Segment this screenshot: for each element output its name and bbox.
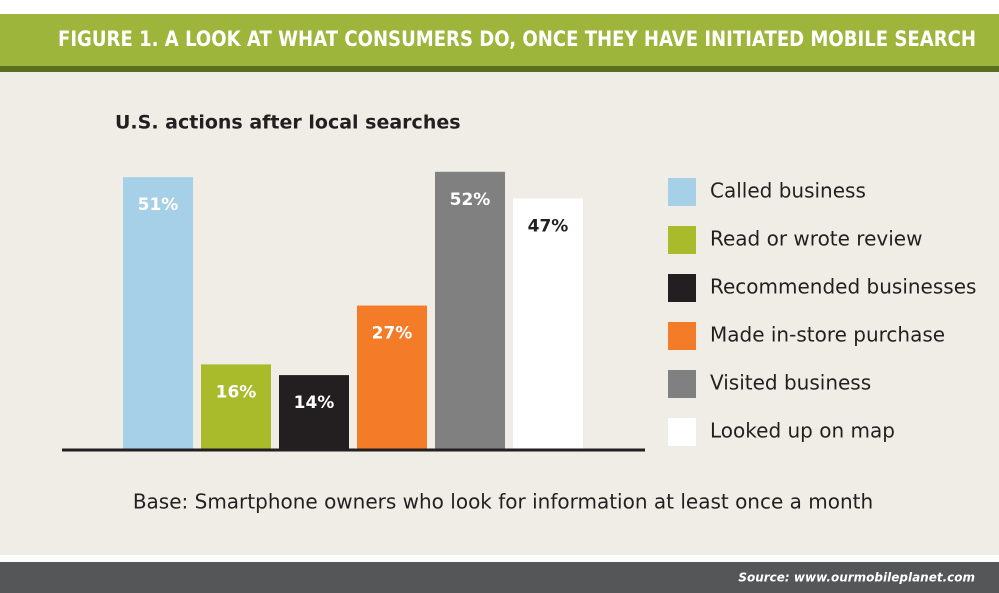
legend-swatch xyxy=(668,226,696,254)
bar xyxy=(435,171,505,451)
legend-swatch xyxy=(668,370,696,398)
value-label: 51% xyxy=(138,195,179,215)
note: Base: Smartphone owners who look for inf… xyxy=(133,490,873,514)
legend-swatch xyxy=(668,274,696,302)
legend-swatch xyxy=(668,178,696,206)
bar xyxy=(201,364,271,450)
legend-label: Called business xyxy=(710,179,866,203)
legend-swatch xyxy=(668,418,696,446)
legend-label: Made in-store purchase xyxy=(710,323,945,347)
chart-subtitle: U.S. actions after local searches xyxy=(115,112,461,134)
legend-label: Looked up on map xyxy=(710,419,895,443)
legend-label: Recommended businesses xyxy=(710,275,976,299)
legend-label: Visited business xyxy=(710,371,871,395)
chart-title: FIGURE 1. A LOOK AT WHAT CONSUMERS DO, O… xyxy=(58,27,976,51)
bar xyxy=(279,375,349,450)
legend-label: Read or wrote review xyxy=(710,227,922,251)
bar xyxy=(123,177,193,450)
bar xyxy=(357,305,427,450)
value-label: 16% xyxy=(216,382,257,402)
value-label: 47% xyxy=(528,217,569,237)
value-label: 52% xyxy=(450,190,491,210)
header-band xyxy=(0,14,999,66)
value-label: 14% xyxy=(294,393,335,413)
legend-swatch xyxy=(668,322,696,350)
header-stripe xyxy=(0,66,999,72)
footer-band xyxy=(0,562,999,593)
value-label: 27% xyxy=(372,324,413,344)
source: Source: www.ourmobileplanet.com xyxy=(738,571,975,585)
bar xyxy=(513,198,583,450)
